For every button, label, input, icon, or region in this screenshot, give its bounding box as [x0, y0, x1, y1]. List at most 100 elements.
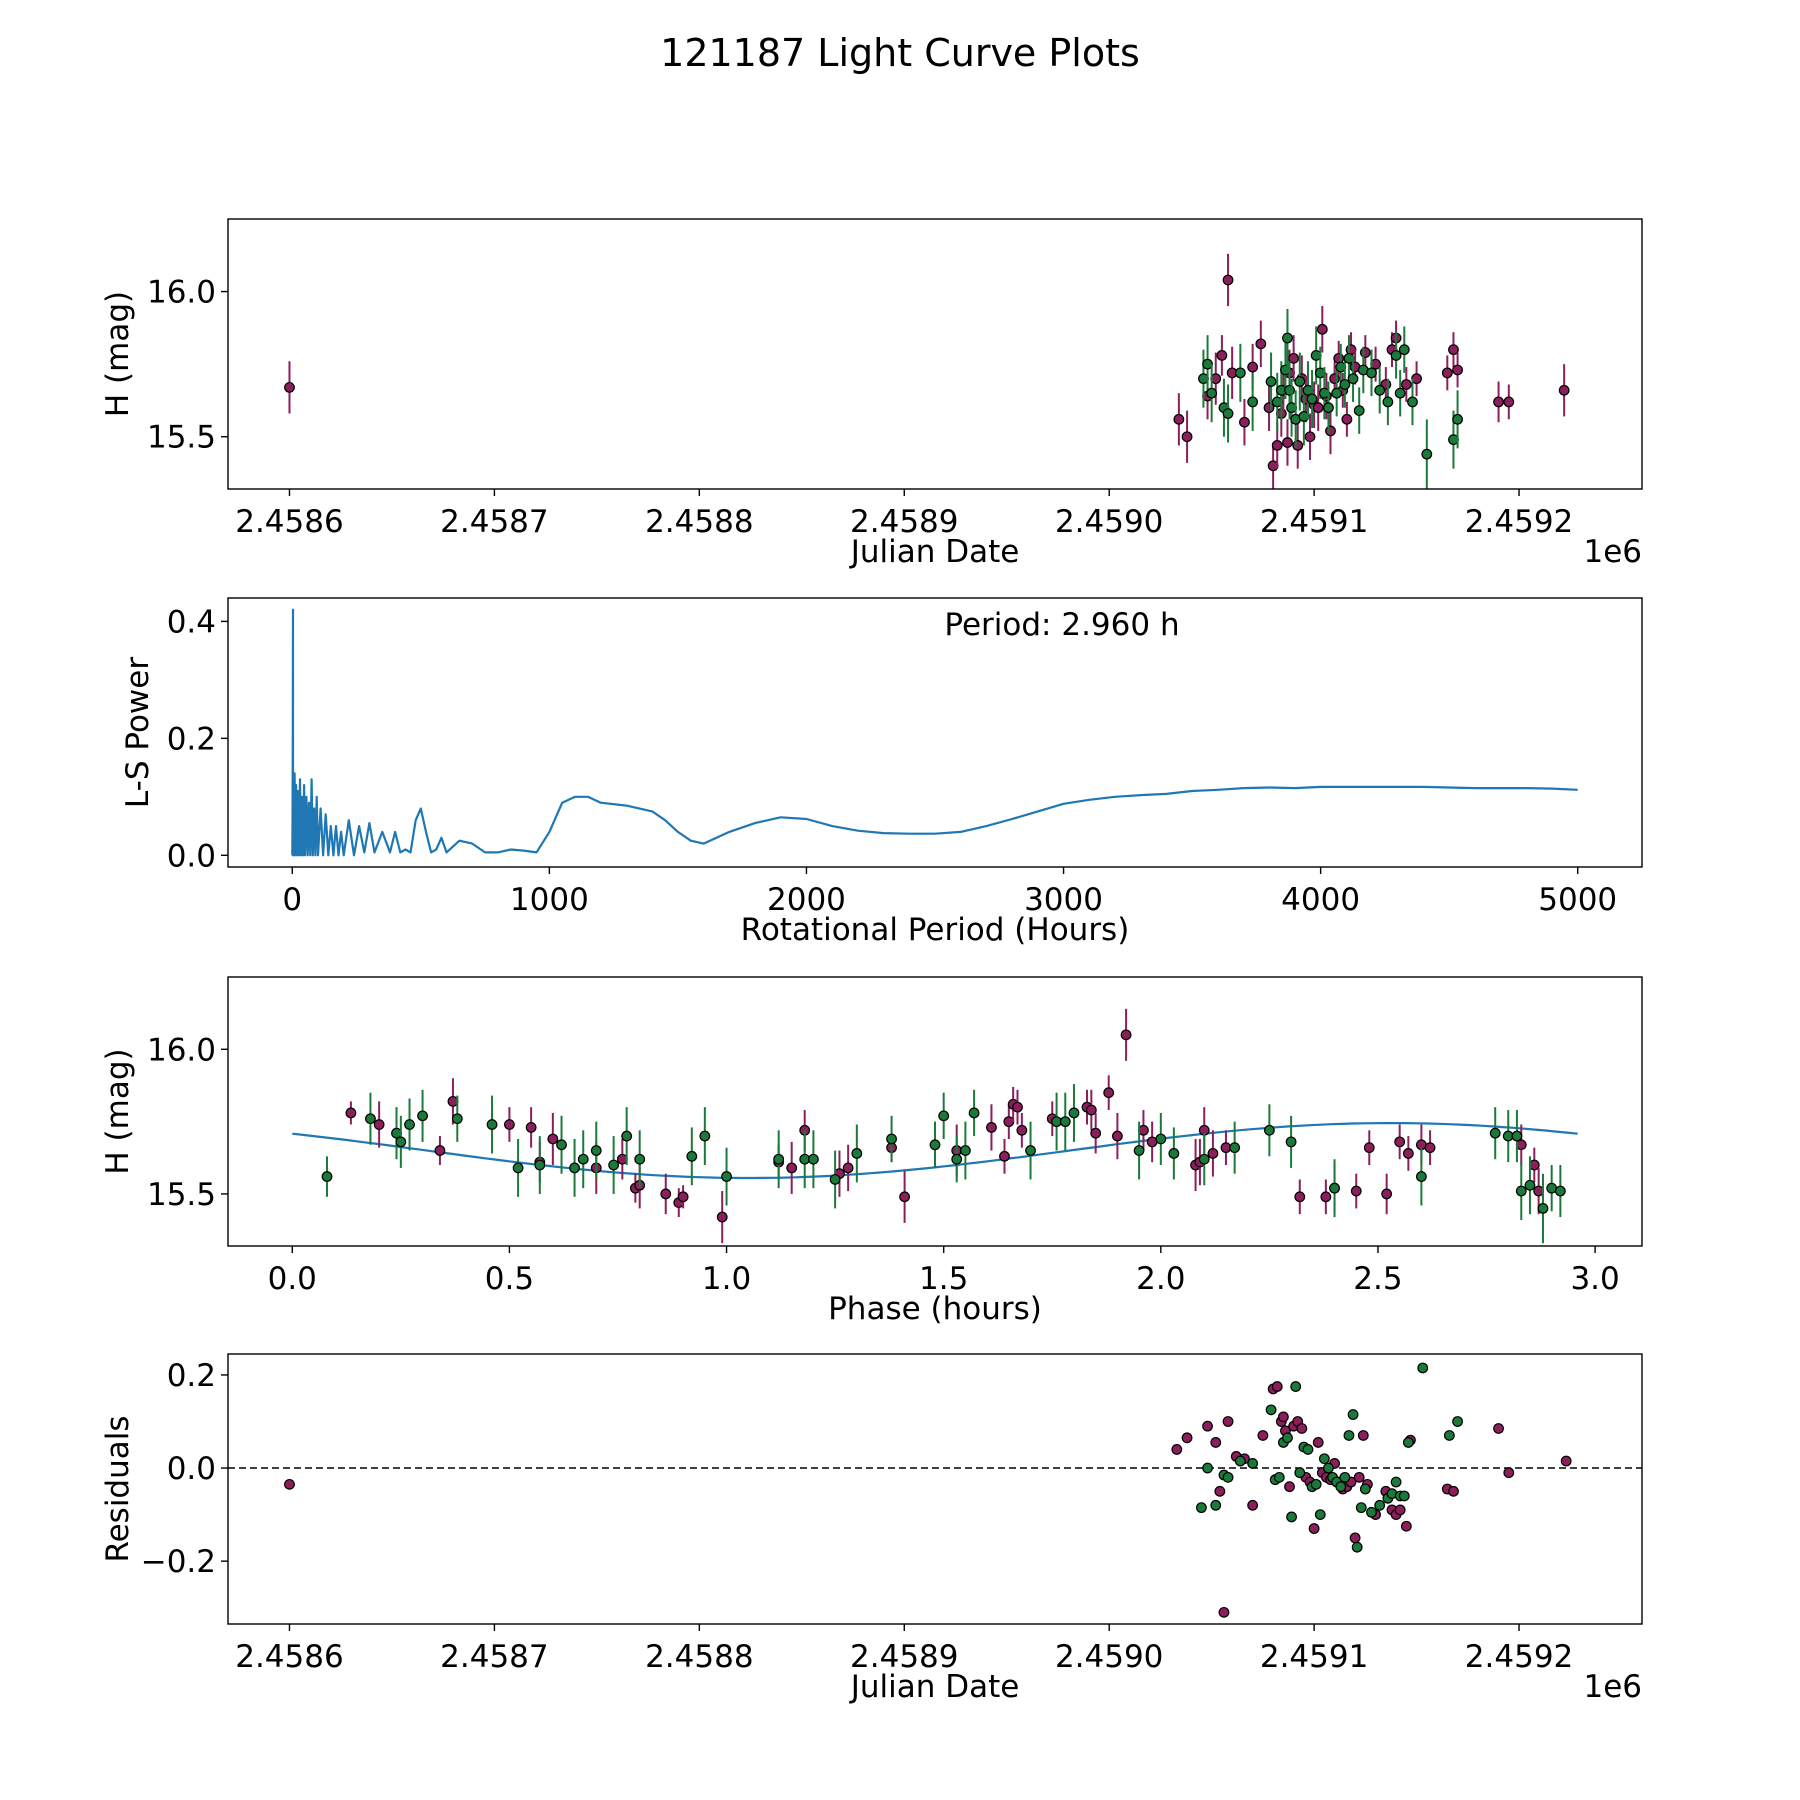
- data-point: [1448, 1485, 1459, 1497]
- data-point: [1554, 1185, 1566, 1197]
- data-point: [1560, 1455, 1572, 1467]
- x-tick-label: 2.5: [1353, 1261, 1402, 1297]
- data-point: [1308, 1523, 1320, 1534]
- data-point: [451, 1113, 463, 1125]
- data-point: [1515, 1185, 1527, 1197]
- y-axis-label: H (mag): [100, 291, 136, 417]
- x-tick-label: 2.4588: [645, 504, 753, 540]
- data-point: [1314, 1509, 1326, 1521]
- data-point: [1323, 402, 1334, 414]
- data-point: [534, 1159, 546, 1171]
- data-point: [284, 381, 295, 393]
- figure-title: 121187 Light Curve Plots: [660, 31, 1140, 75]
- data-point: [1306, 393, 1318, 405]
- data-point: [1068, 1107, 1080, 1119]
- data-point: [999, 1150, 1010, 1162]
- data-point: [938, 1110, 950, 1122]
- data-point: [1222, 408, 1234, 419]
- x-tick-label: 3.0: [1570, 1261, 1619, 1297]
- data-point: [1247, 1499, 1259, 1511]
- plot-area: [292, 1008, 1578, 1244]
- data-point: [321, 1171, 333, 1182]
- data-point: [1452, 1416, 1463, 1427]
- data-point: [1294, 376, 1306, 387]
- data-point: [1339, 1471, 1351, 1483]
- data-point: [1350, 1185, 1362, 1197]
- data-point: [1247, 361, 1259, 373]
- data-point: [1255, 338, 1267, 350]
- periodogram-line: [291, 608, 1578, 857]
- data-point: [1222, 1416, 1234, 1427]
- data-point: [1263, 1124, 1275, 1136]
- data-point: [1339, 379, 1351, 390]
- data-point: [1292, 440, 1304, 451]
- data-point: [1333, 352, 1345, 364]
- x-tick-label: 2.4588: [645, 1639, 753, 1675]
- x-tick-label: 2.4590: [1055, 1639, 1163, 1675]
- data-point: [660, 1188, 672, 1200]
- y-tick-label: 0.0: [167, 838, 216, 874]
- data-point: [1390, 350, 1402, 361]
- data-point: [1302, 1444, 1314, 1455]
- data-point: [1265, 376, 1277, 387]
- data-point: [1398, 344, 1410, 356]
- y-axis-label: Residuals: [100, 1415, 136, 1562]
- data-point: [1016, 1124, 1028, 1136]
- data-point: [1374, 1499, 1386, 1511]
- y-axis-label: L-S Power: [120, 657, 156, 808]
- data-point: [1273, 1471, 1285, 1483]
- data-point: [1198, 1153, 1210, 1165]
- data-point: [1284, 384, 1295, 396]
- data-point: [1286, 1511, 1297, 1523]
- data-point: [1355, 1502, 1367, 1514]
- data-point: [1265, 1404, 1277, 1416]
- data-point: [1282, 332, 1293, 344]
- data-point: [345, 1107, 357, 1119]
- data-point: [1111, 1130, 1123, 1142]
- data-point: [1357, 1430, 1369, 1441]
- x-tick-label: 1.0: [702, 1261, 751, 1297]
- data-point: [1351, 1541, 1363, 1553]
- data-point: [1155, 1133, 1167, 1145]
- data-point: [1285, 1136, 1297, 1148]
- data-point: [1316, 323, 1328, 335]
- plot-frame: [227, 597, 1643, 868]
- data-point: [1284, 1481, 1295, 1493]
- data-point: [1012, 1101, 1023, 1113]
- x-offset-label: 1e6: [1583, 1669, 1642, 1705]
- data-point: [1323, 1462, 1334, 1474]
- data-point: [1059, 1116, 1071, 1128]
- x-tick-label: 2.4587: [440, 504, 548, 540]
- plot-area: [228, 1362, 1642, 1618]
- data-point: [1214, 1485, 1226, 1497]
- data-point: [1343, 1430, 1355, 1441]
- data-point: [1359, 347, 1371, 358]
- data-point: [1234, 367, 1246, 379]
- x-tick-label: 0: [282, 882, 302, 918]
- data-point: [590, 1145, 602, 1156]
- data-point: [899, 1191, 911, 1203]
- data-point: [1312, 402, 1324, 414]
- plot-frame: [227, 976, 1643, 1247]
- data-point: [395, 1136, 407, 1148]
- x-tick-label: 0.0: [268, 1261, 317, 1297]
- data-point: [1341, 413, 1353, 425]
- data-point: [547, 1133, 559, 1145]
- data-point: [1353, 1471, 1365, 1483]
- x-tick-label: 1000: [510, 882, 589, 918]
- data-point: [1400, 1520, 1412, 1532]
- data-point: [959, 1145, 971, 1156]
- data-point: [1239, 416, 1250, 428]
- data-point: [1335, 1481, 1347, 1493]
- data-point: [1025, 1145, 1036, 1156]
- series-green: [1196, 1362, 1463, 1553]
- data-point: [968, 1107, 980, 1119]
- data-point: [786, 1162, 798, 1174]
- data-point: [1222, 1471, 1234, 1483]
- data-point: [1443, 1430, 1455, 1441]
- data-point: [1441, 367, 1453, 379]
- data-point: [1382, 396, 1394, 408]
- data-point: [1282, 437, 1293, 448]
- data-point: [1363, 1142, 1375, 1154]
